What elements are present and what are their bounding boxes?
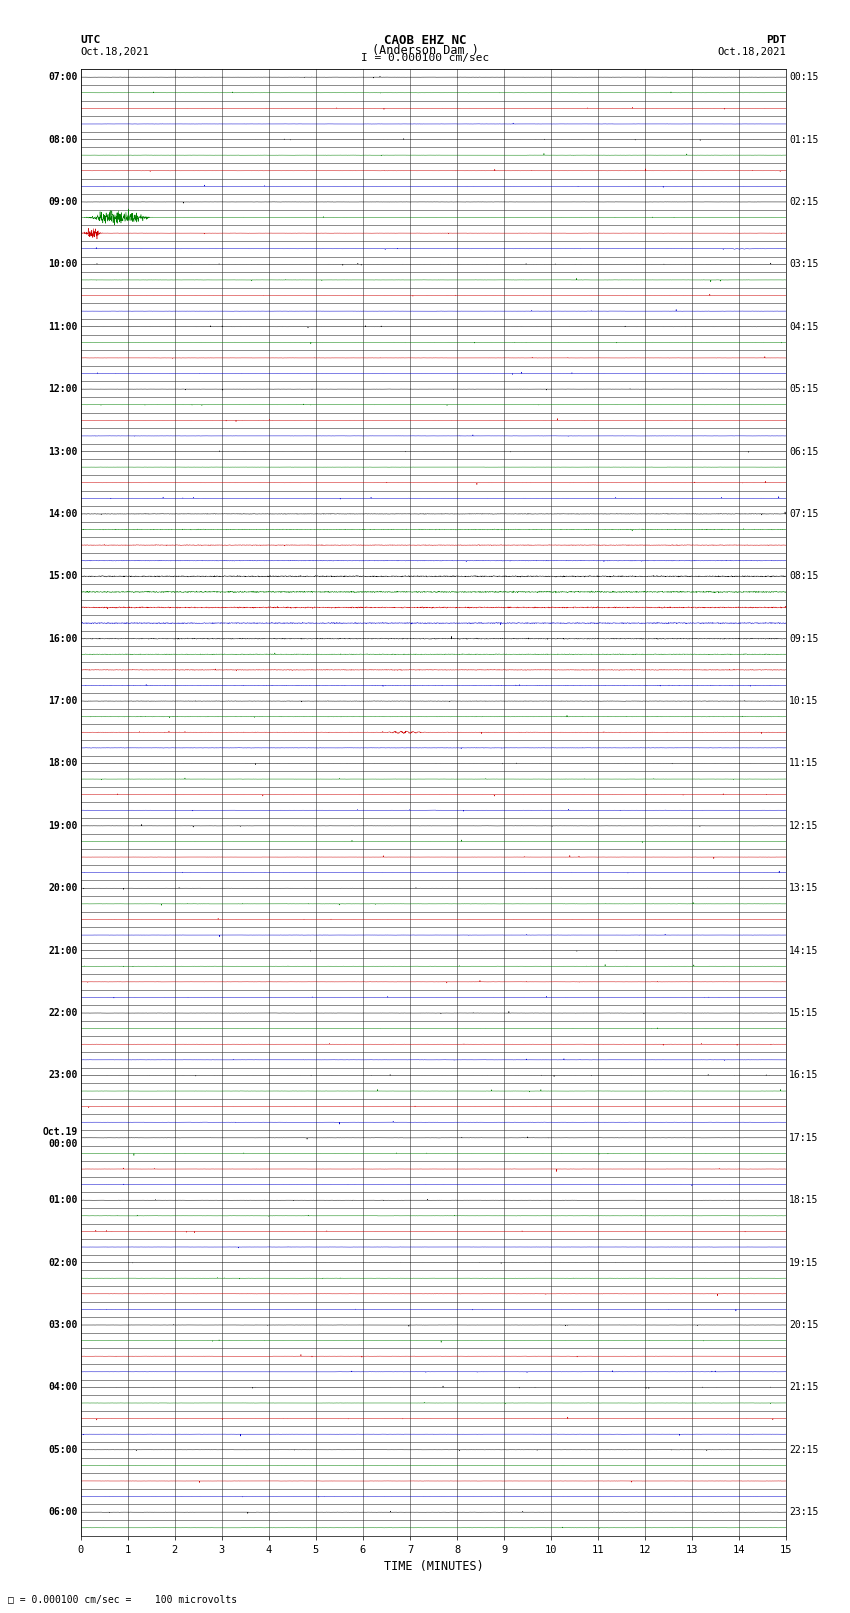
Text: CAOB EHZ NC: CAOB EHZ NC [383, 34, 467, 47]
Text: 13:15: 13:15 [789, 884, 819, 894]
Text: 22:00: 22:00 [48, 1008, 78, 1018]
Text: 10:00: 10:00 [48, 260, 78, 269]
Text: Oct.18,2021: Oct.18,2021 [717, 47, 786, 56]
X-axis label: TIME (MINUTES): TIME (MINUTES) [383, 1560, 484, 1573]
Text: 06:15: 06:15 [789, 447, 819, 456]
Text: I = 0.000100 cm/sec: I = 0.000100 cm/sec [361, 53, 489, 63]
Text: 20:15: 20:15 [789, 1319, 819, 1331]
Text: 04:00: 04:00 [48, 1382, 78, 1392]
Text: (Anderson Dam ): (Anderson Dam ) [371, 44, 479, 56]
Text: 11:00: 11:00 [48, 321, 78, 332]
Text: 18:15: 18:15 [789, 1195, 819, 1205]
Text: UTC: UTC [81, 35, 101, 45]
Text: 16:00: 16:00 [48, 634, 78, 644]
Text: 20:00: 20:00 [48, 884, 78, 894]
Text: 13:00: 13:00 [48, 447, 78, 456]
Text: 05:15: 05:15 [789, 384, 819, 394]
Text: 10:15: 10:15 [789, 697, 819, 706]
Text: 08:00: 08:00 [48, 134, 78, 145]
Text: □ = 0.000100 cm/sec =    100 microvolts: □ = 0.000100 cm/sec = 100 microvolts [8, 1595, 238, 1605]
Text: 05:00: 05:00 [48, 1445, 78, 1455]
Text: 19:15: 19:15 [789, 1258, 819, 1268]
Text: 15:15: 15:15 [789, 1008, 819, 1018]
Text: 03:15: 03:15 [789, 260, 819, 269]
Text: 23:00: 23:00 [48, 1071, 78, 1081]
Text: 08:15: 08:15 [789, 571, 819, 581]
Text: 17:00: 17:00 [48, 697, 78, 706]
Text: 19:00: 19:00 [48, 821, 78, 831]
Text: 01:15: 01:15 [789, 134, 819, 145]
Text: 06:00: 06:00 [48, 1507, 78, 1518]
Text: 17:15: 17:15 [789, 1132, 819, 1144]
Text: Oct.18,2021: Oct.18,2021 [81, 47, 150, 56]
Text: 12:15: 12:15 [789, 821, 819, 831]
Text: Oct.19
00:00: Oct.19 00:00 [42, 1127, 78, 1148]
Text: 14:00: 14:00 [48, 510, 78, 519]
Text: 04:15: 04:15 [789, 321, 819, 332]
Text: 18:00: 18:00 [48, 758, 78, 768]
Text: 09:15: 09:15 [789, 634, 819, 644]
Text: 16:15: 16:15 [789, 1071, 819, 1081]
Text: 09:00: 09:00 [48, 197, 78, 206]
Text: 07:15: 07:15 [789, 510, 819, 519]
Text: 15:00: 15:00 [48, 571, 78, 581]
Text: 21:00: 21:00 [48, 945, 78, 955]
Text: 02:00: 02:00 [48, 1258, 78, 1268]
Text: 07:00: 07:00 [48, 73, 78, 82]
Text: 12:00: 12:00 [48, 384, 78, 394]
Text: 00:15: 00:15 [789, 73, 819, 82]
Text: 21:15: 21:15 [789, 1382, 819, 1392]
Text: 03:00: 03:00 [48, 1319, 78, 1331]
Text: 23:15: 23:15 [789, 1507, 819, 1518]
Text: 02:15: 02:15 [789, 197, 819, 206]
Text: 11:15: 11:15 [789, 758, 819, 768]
Text: 14:15: 14:15 [789, 945, 819, 955]
Text: PDT: PDT [766, 35, 786, 45]
Text: 22:15: 22:15 [789, 1445, 819, 1455]
Text: 01:00: 01:00 [48, 1195, 78, 1205]
